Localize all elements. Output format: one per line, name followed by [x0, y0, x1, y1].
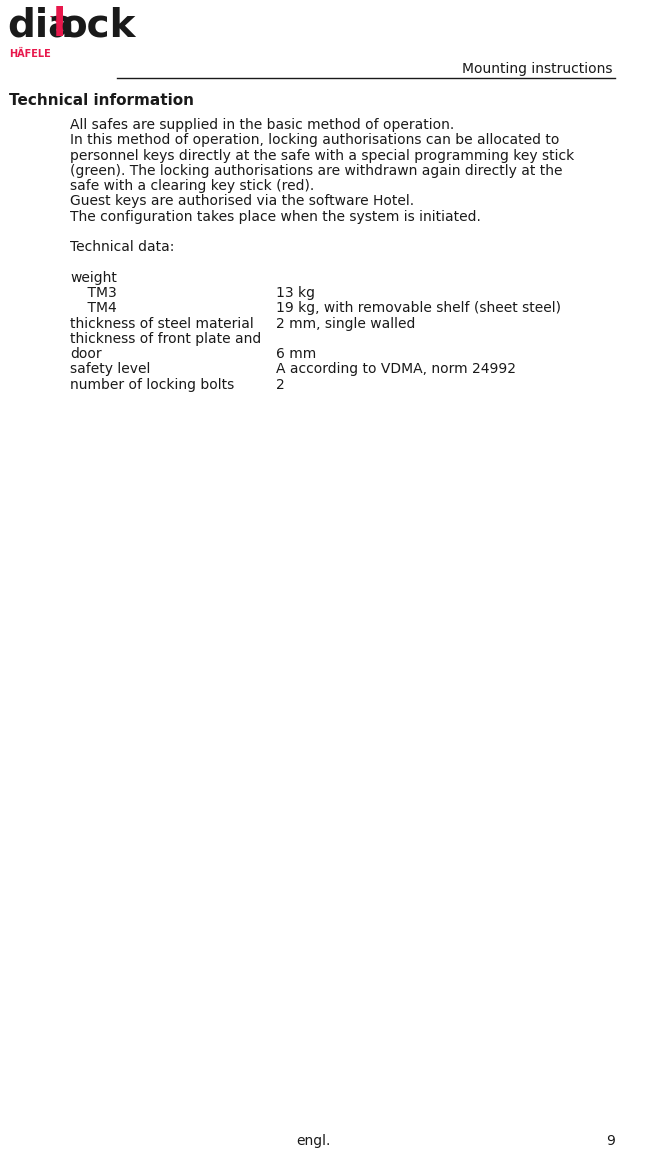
Text: In this method of operation, locking authorisations can be allocated to: In this method of operation, locking aut… — [70, 133, 559, 147]
Text: TM3: TM3 — [70, 286, 117, 300]
Text: 13 kg: 13 kg — [276, 286, 315, 300]
Text: safe with a clearing key stick (red).: safe with a clearing key stick (red). — [70, 179, 314, 193]
Text: ock: ock — [61, 6, 136, 44]
Text: thickness of front plate and: thickness of front plate and — [70, 332, 261, 346]
Text: Technical data:: Technical data: — [70, 241, 175, 255]
Text: The configuration takes place when the system is initiated.: The configuration takes place when the s… — [70, 210, 481, 224]
Text: 9: 9 — [606, 1134, 614, 1148]
Text: personnel keys directly at the safe with a special programming key stick: personnel keys directly at the safe with… — [70, 148, 574, 162]
Text: door: door — [70, 347, 102, 361]
Text: Mounting instructions: Mounting instructions — [462, 62, 613, 76]
Text: Guest keys are authorised via the software Hotel.: Guest keys are authorised via the softwa… — [70, 194, 414, 208]
Text: (green). The locking authorisations are withdrawn again directly at the: (green). The locking authorisations are … — [70, 164, 563, 178]
Text: 6 mm: 6 mm — [276, 347, 316, 361]
Text: 19 kg, with removable shelf (sheet steel): 19 kg, with removable shelf (sheet steel… — [276, 301, 561, 315]
Text: A according to VDMA, norm 24992: A according to VDMA, norm 24992 — [276, 362, 516, 376]
Text: All safes are supplied in the basic method of operation.: All safes are supplied in the basic meth… — [70, 118, 454, 132]
Text: weight: weight — [70, 271, 117, 285]
Text: Technical information: Technical information — [9, 93, 194, 109]
Text: l: l — [52, 6, 66, 44]
Text: thickness of steel material: thickness of steel material — [70, 317, 254, 331]
Text: dia: dia — [7, 6, 75, 44]
Text: engl.: engl. — [296, 1134, 330, 1148]
Text: TM4: TM4 — [70, 301, 117, 315]
Text: 2 mm, single walled: 2 mm, single walled — [276, 317, 415, 331]
Text: 2: 2 — [276, 377, 285, 391]
Text: HÄFELE: HÄFELE — [9, 49, 51, 60]
Text: number of locking bolts: number of locking bolts — [70, 377, 234, 391]
Text: safety level: safety level — [70, 362, 151, 376]
